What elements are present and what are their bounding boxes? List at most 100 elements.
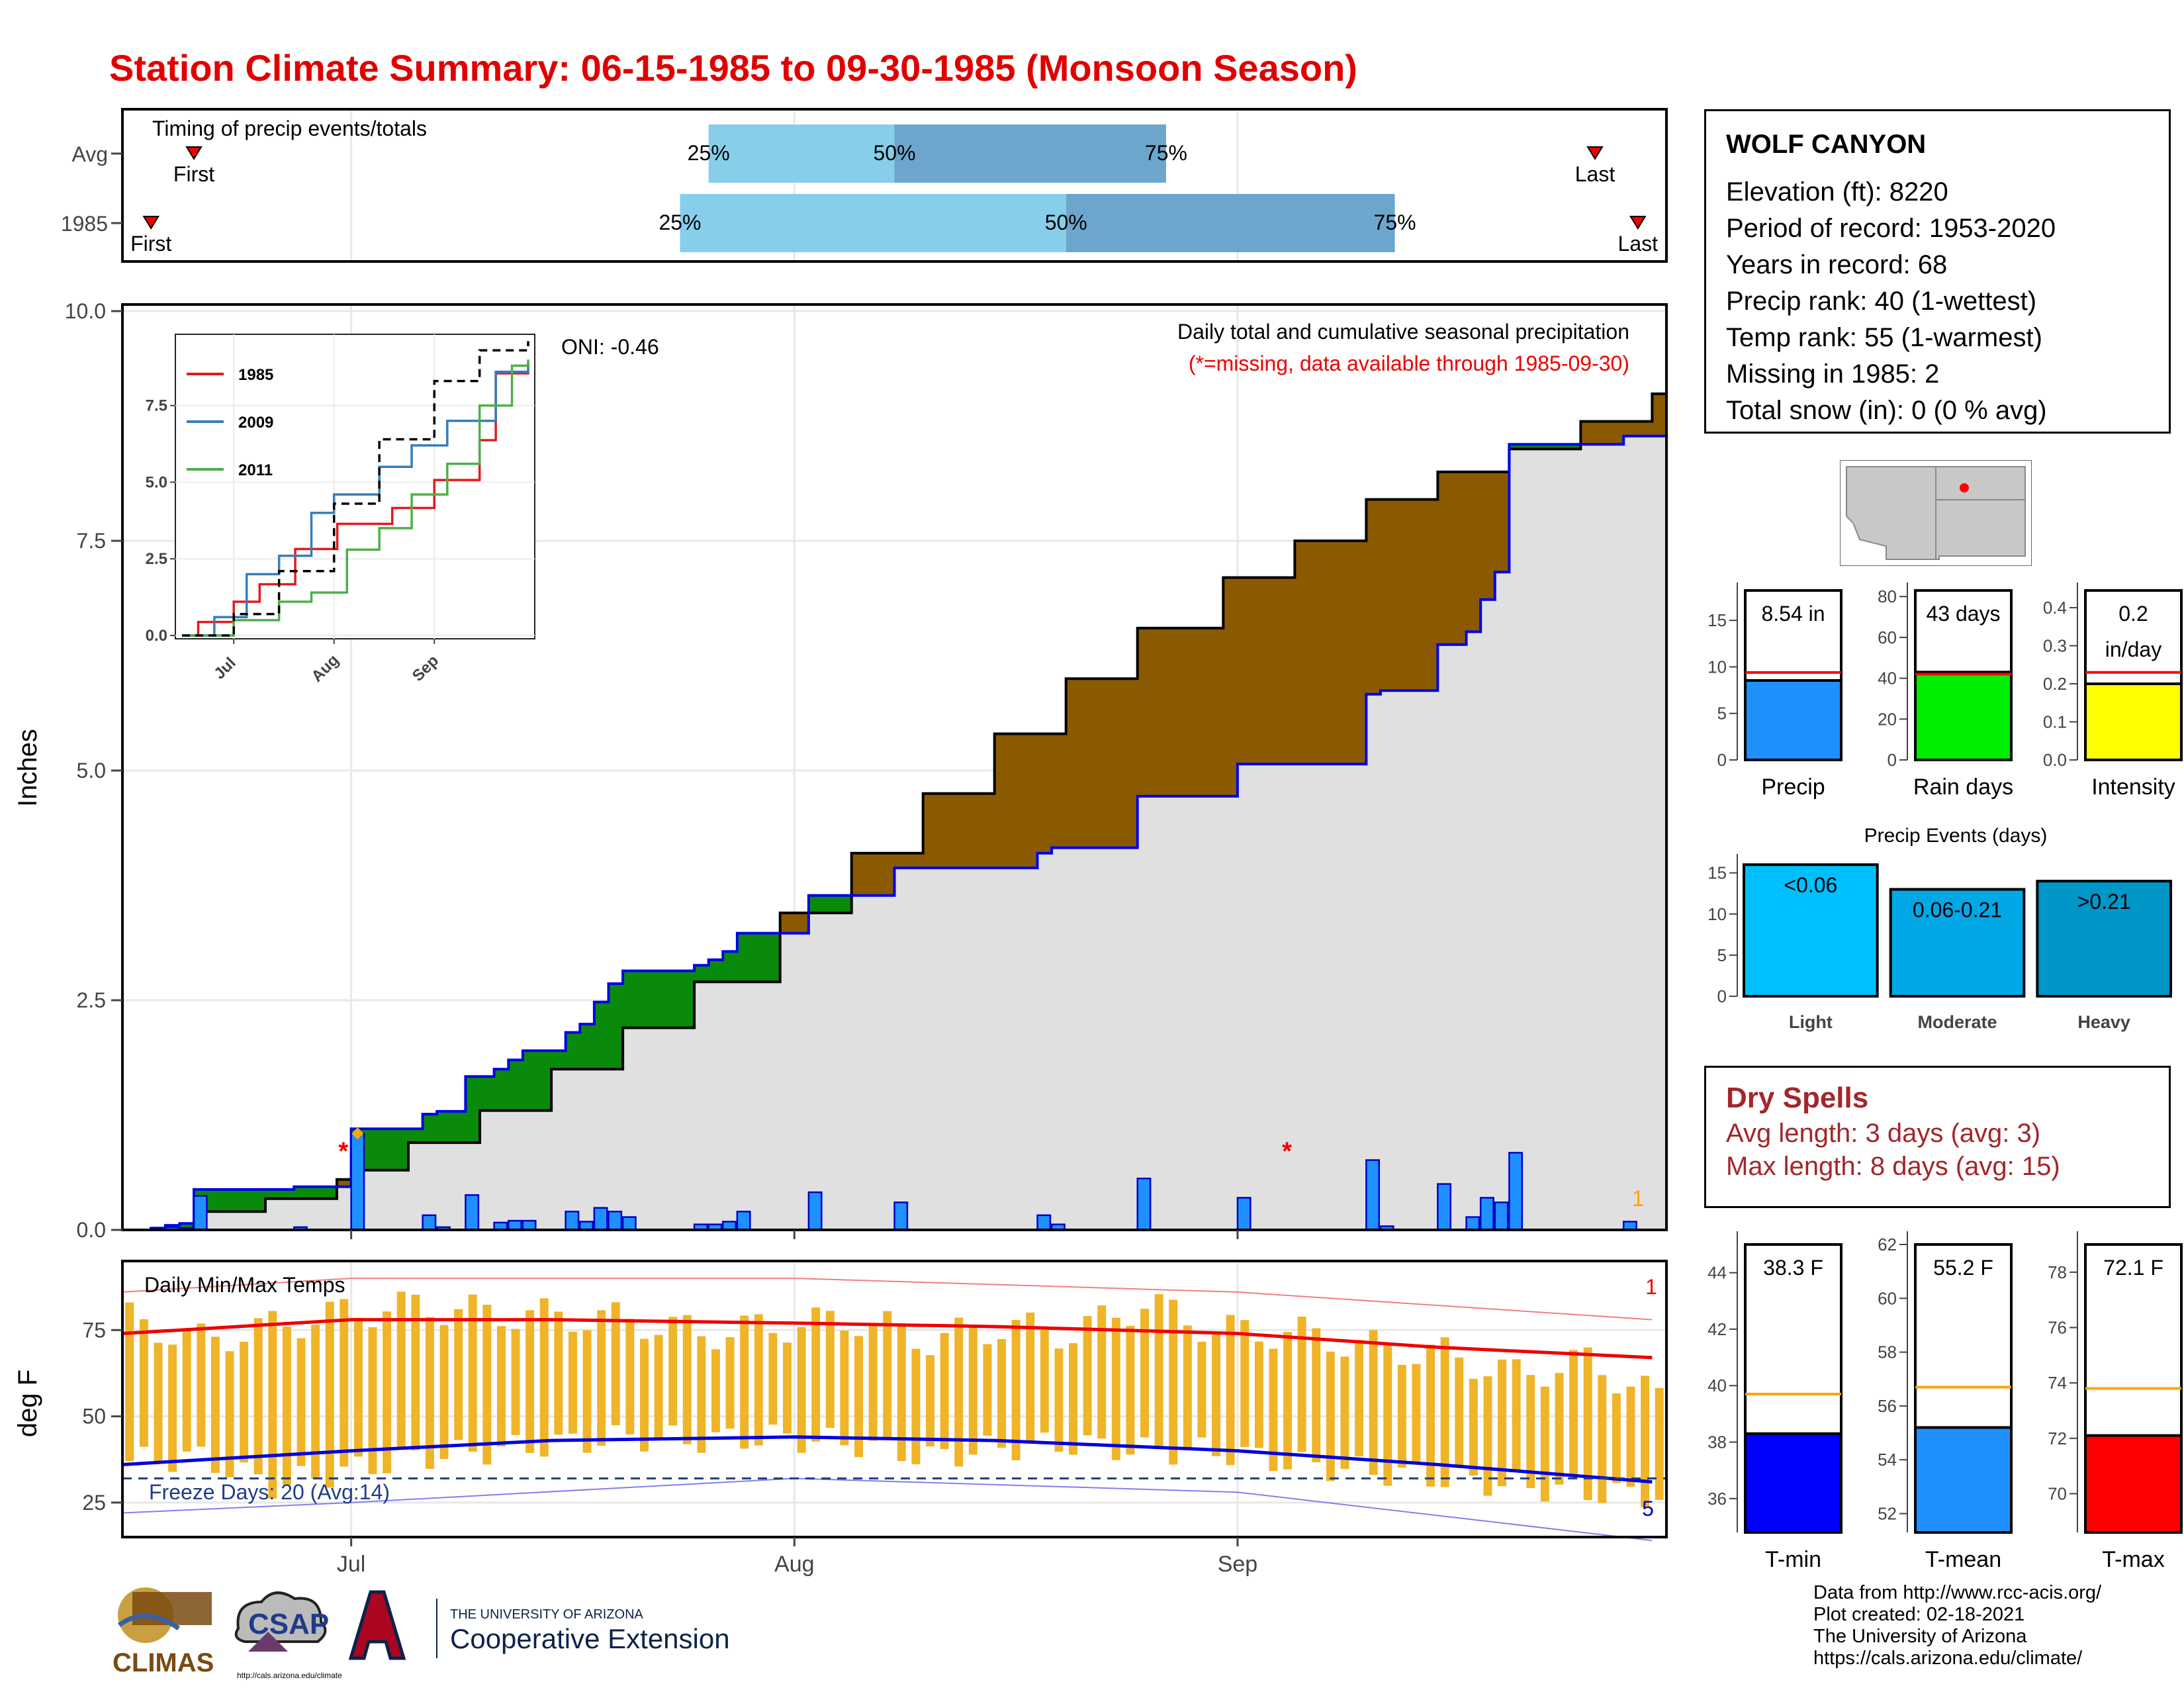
daily-temp-bar [1455,1357,1464,1468]
dry-spells-avg: Avg length: 3 days (avg: 3) [1726,1119,2041,1148]
daily-precip-bar [508,1219,522,1231]
mini-ytick-label: 78 [2048,1262,2067,1282]
daily-temp-bar [854,1336,863,1458]
daily-temp-bar [840,1331,849,1446]
precip-summary-charts: 0 5 10 15 8.54 in Precip 0 20 40 60 80 43 days Rain … [1707,583,2183,800]
daily-temp-bar [1126,1325,1135,1455]
credit-date: Plot created: 02-18-2021 [1813,1604,2025,1625]
mini-ytick-label: 10 [1707,657,1727,677]
daily-temp-bar [1440,1337,1449,1487]
inset-frame [175,334,535,639]
daily-temp-bar [225,1351,234,1477]
precip-count-label: 1 [1632,1186,1645,1211]
events-category-label: Heavy [2077,1012,2130,1032]
daily-temp-bar [496,1326,506,1447]
daily-precip-bar [565,1210,580,1231]
freeze-days-label: Freeze Days: 20 (Avg:14) [149,1480,390,1504]
daily-temp-bar [1026,1312,1035,1442]
daily-temp-bar [296,1338,306,1466]
daily-precip-bar [1136,1178,1152,1231]
daily-temp-bar [1283,1332,1293,1470]
daily-temp-bar [1254,1341,1263,1448]
daily-temp-bar [811,1307,821,1442]
inset-ytick-label: 5.0 [146,473,167,491]
daily-temp-bar [454,1309,463,1440]
temps-plot-bg [122,1261,1666,1537]
cumulative-1985-line [122,434,1666,1231]
daily-temp-bar [368,1327,377,1474]
daily-temp-bar [868,1323,878,1441]
mini-value-label: 38.3 F [1763,1256,1823,1280]
daily-temp-bar [1083,1316,1092,1436]
mini-panel-name: T-mean [1925,1547,2001,1572]
daily-precip-bar [593,1207,608,1231]
timing-p75-label: 75% [1145,141,1187,165]
temps-xtick-label: Jul [337,1552,365,1577]
daily-temp-bar [1269,1348,1278,1472]
mini-value-label: 0.2 [2118,602,2148,626]
timing-p75-label: 75% [1374,211,1416,234]
daily-temp-bar [1355,1340,1364,1457]
precip-ytick-label: 10.0 [65,299,106,323]
common-fill [122,436,1666,1230]
daily-temp-bar [1312,1328,1321,1463]
avg-tmax-line [122,1318,1653,1360]
mini-ytick-label: 38 [1707,1432,1727,1452]
daily-temp-bar [940,1333,949,1450]
timing-bar-q2 [894,124,1166,183]
daily-precip-bar [1494,1201,1509,1231]
station-info-panel: WOLF CANYON Elevation (ft): 8220 Period … [1704,109,2171,434]
mini-ytick-label: 0.0 [2043,750,2067,770]
mini-ytick-label: 60 [1878,628,1897,647]
inset-legend-label: 1985 [238,366,273,384]
daily-temp-bar [340,1299,349,1467]
daily-precip-bar [1036,1214,1052,1231]
temps-ytick-label: 25 [82,1491,106,1515]
daily-temp-bar [768,1333,778,1425]
mini-value-bar [2084,682,2183,761]
daily-temp-bar [1655,1387,1664,1500]
temps-ytick-label: 75 [82,1318,106,1342]
daily-temp-bar [1626,1386,1635,1487]
mini-value-bar [1744,679,1843,762]
timing-bar-q2 [1066,194,1395,252]
daily-temp-bar [1583,1347,1592,1501]
mini-ytick-label: 44 [1707,1263,1727,1283]
mini-ytick-label: 0 [1888,750,1897,770]
daily-precip-bar [1508,1152,1524,1231]
daily-temp-bar [482,1304,492,1465]
mini-ytick-label: 70 [2048,1483,2067,1503]
events-ytick-label: 5 [1717,945,1727,965]
daily-temp-bar [897,1324,906,1462]
logos: CLIMAS CSAP http://cals.arizona.edu/clim… [113,1587,730,1680]
mini-panel-name: Precip [1761,774,1825,800]
timing-p25-label: 25% [688,141,730,165]
daily-precip-bar [465,1194,480,1231]
csap-text: CSAP [248,1608,329,1640]
daily-temp-bar [197,1323,206,1447]
daily-temp-bar [954,1317,964,1467]
climas-logo: CLIMAS [113,1587,214,1677]
daily-temp-bar [711,1349,720,1432]
station-elevation: Elevation (ft): 8220 [1726,177,1948,207]
daily-temp-bar [697,1336,706,1453]
events-bar-label: 0.06-0.21 [1913,898,2002,921]
daily-temp-bar [1598,1375,1607,1503]
daily-temp-bar [1383,1344,1392,1486]
daily-temp-bar [754,1314,763,1446]
timing-last-marker [1586,146,1604,160]
dry-spells-title: Dry Spells [1726,1082,1869,1114]
daily-temp-bar [1169,1299,1178,1465]
daily-temp-bar [1498,1359,1507,1487]
events-ytick-label: 15 [1707,863,1727,883]
daily-temp-bar [1526,1375,1535,1488]
events-bar [1743,863,1879,998]
mini-ytick-label: 60 [1878,1288,1897,1308]
events-ytick-label: 10 [1707,904,1727,924]
daily-temp-bar [125,1302,134,1462]
locator-map [1840,460,2032,566]
mini-panel-name: Intensity [2091,774,2175,800]
temps-chart: 25 50 75 deg F Jul Aug Sep Daily Min/Max Temps F… [13,1260,1668,1577]
station-precip-rank: Precip rank: 40 (1-wettest) [1726,287,2037,316]
climas-shape [132,1592,212,1625]
